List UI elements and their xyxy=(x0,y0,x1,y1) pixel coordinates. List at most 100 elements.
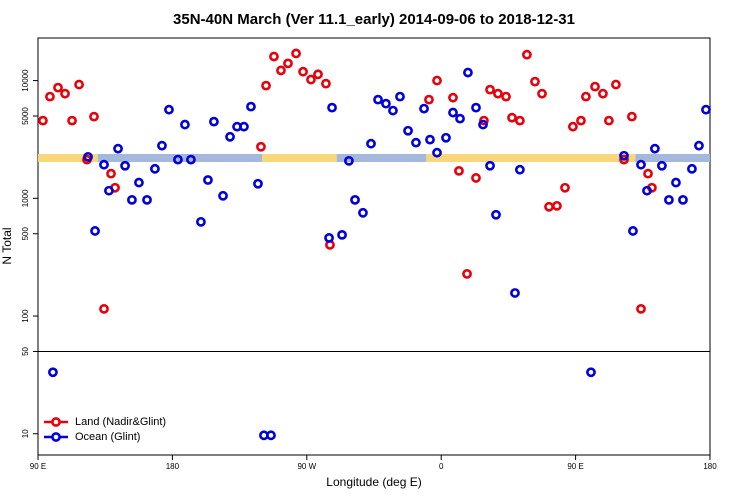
data-point xyxy=(590,81,600,92)
data-point xyxy=(120,160,130,171)
data-point xyxy=(581,91,591,102)
data-point xyxy=(321,78,331,89)
legend-marker xyxy=(51,432,61,442)
data-point xyxy=(269,51,279,62)
data-point xyxy=(636,303,646,314)
x-tick-label: 90 W xyxy=(297,462,316,471)
data-point xyxy=(560,182,570,193)
data-point xyxy=(337,229,347,240)
plot-frame xyxy=(37,37,711,456)
data-point xyxy=(643,168,653,179)
data-point xyxy=(104,185,114,196)
data-point xyxy=(366,138,376,149)
data-point xyxy=(530,76,540,87)
data-point xyxy=(611,79,621,90)
data-point xyxy=(203,175,213,185)
data-point xyxy=(246,101,256,112)
data-point xyxy=(45,91,55,102)
data-point xyxy=(448,107,458,118)
data-point xyxy=(173,154,183,165)
data-point xyxy=(99,159,109,170)
data-point xyxy=(60,88,70,99)
data-point xyxy=(649,143,660,154)
x-tick-label: 180 xyxy=(703,462,717,471)
data-point xyxy=(324,232,334,243)
data-point xyxy=(687,163,697,174)
data-point xyxy=(253,178,263,189)
data-point xyxy=(455,113,465,124)
x-tick-label: 90 E xyxy=(30,462,46,471)
data-point xyxy=(261,80,271,91)
data-point xyxy=(586,367,596,378)
x-tick-label: 0 xyxy=(439,462,444,471)
data-point xyxy=(196,216,206,227)
data-point xyxy=(106,168,116,179)
data-point xyxy=(344,155,354,166)
data-point xyxy=(522,49,532,60)
data-point xyxy=(478,119,488,130)
data-point xyxy=(568,121,578,132)
legend-marker xyxy=(51,417,61,427)
data-point xyxy=(432,75,442,86)
data-point xyxy=(113,143,123,154)
data-point xyxy=(266,430,276,441)
data-point xyxy=(67,115,77,126)
data-point xyxy=(694,140,704,151)
data-point xyxy=(298,66,308,77)
data-point xyxy=(90,226,100,236)
data-point xyxy=(619,154,629,165)
data-point xyxy=(552,200,562,211)
data-point xyxy=(598,88,608,99)
data-point xyxy=(576,115,586,126)
chart-title: 35N-40N March (Ver 11.1_early) 2014-09-0… xyxy=(173,11,575,28)
x-axis-label: Longitude (deg E) xyxy=(326,475,421,489)
data-point xyxy=(74,79,84,90)
data-point xyxy=(471,102,481,113)
data-point xyxy=(491,209,501,220)
data-point xyxy=(628,226,638,236)
data-point xyxy=(485,160,495,171)
data-point xyxy=(157,140,167,151)
data-point xyxy=(127,194,137,205)
data-point xyxy=(373,94,383,105)
data-point xyxy=(454,165,464,176)
legend-label: Ocean (Glint) xyxy=(75,431,140,443)
data-point xyxy=(83,151,93,162)
data-point xyxy=(150,163,160,174)
data-point xyxy=(381,98,391,109)
data-point xyxy=(53,82,63,93)
data-point xyxy=(671,177,681,188)
x-tick-label: 90 E xyxy=(567,462,583,471)
data-point xyxy=(48,367,58,378)
data-point xyxy=(99,303,109,314)
data-point xyxy=(218,190,228,201)
y-tick-label: 1000 xyxy=(21,189,30,207)
data-point xyxy=(164,104,174,115)
data-point xyxy=(514,115,525,126)
data-point xyxy=(448,92,458,103)
y-tick-label: 10 xyxy=(21,429,30,438)
data-point xyxy=(462,268,472,279)
data-point xyxy=(701,104,711,115)
data-point xyxy=(514,164,525,175)
data-point xyxy=(507,112,517,123)
data-point xyxy=(225,131,235,142)
data-point xyxy=(471,173,481,183)
data-point xyxy=(388,105,398,116)
data-point xyxy=(642,185,652,196)
data-point xyxy=(350,194,360,205)
data-point xyxy=(678,194,688,205)
data-point xyxy=(291,48,301,59)
data-point xyxy=(209,116,219,127)
data-point xyxy=(358,207,368,218)
y-tick-label: 5000 xyxy=(21,107,30,125)
data-point xyxy=(283,58,293,69)
data-point xyxy=(180,119,190,130)
data-point xyxy=(537,88,547,99)
data-point xyxy=(89,111,99,122)
y-tick-label: 50 xyxy=(21,346,30,355)
data-point xyxy=(419,103,429,114)
data-point xyxy=(411,137,421,148)
legend-label: Land (Nadir&Glint) xyxy=(75,416,166,428)
